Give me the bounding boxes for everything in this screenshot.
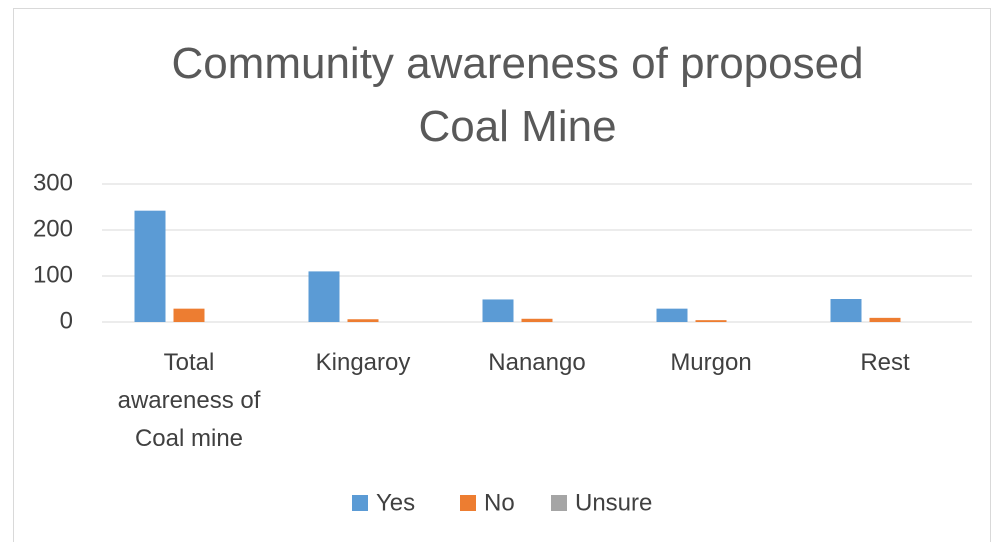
legend-label: Yes (376, 489, 415, 516)
legend-swatch (460, 495, 476, 511)
chart-border (13, 8, 991, 542)
bar (482, 299, 514, 322)
x-tick-label: Total awareness of Coal mine (117, 349, 261, 452)
chart-title: Community awareness of proposed Coal Min… (171, 39, 864, 151)
legend-label: Unsure (575, 489, 652, 516)
bar (347, 319, 379, 322)
legend-label: No (484, 489, 515, 516)
legend-swatch (352, 495, 368, 511)
bar (308, 271, 340, 322)
bar (830, 299, 862, 322)
bar (134, 210, 166, 322)
legend-swatch (551, 495, 567, 511)
x-tick-label: Kingaroy (315, 349, 411, 376)
x-tick-label: Murgon (670, 349, 752, 376)
bar (521, 318, 553, 322)
y-tick-label: 100 (33, 261, 73, 288)
x-tick-label: Rest (860, 349, 910, 376)
bar (695, 320, 727, 322)
y-tick-label: 300 (33, 169, 73, 196)
bar (656, 308, 688, 322)
bar (173, 308, 205, 322)
y-tick-label: 200 (33, 215, 73, 242)
x-tick-label: Nanango (488, 349, 586, 376)
bar (869, 317, 901, 322)
y-tick-label: 0 (60, 307, 73, 334)
